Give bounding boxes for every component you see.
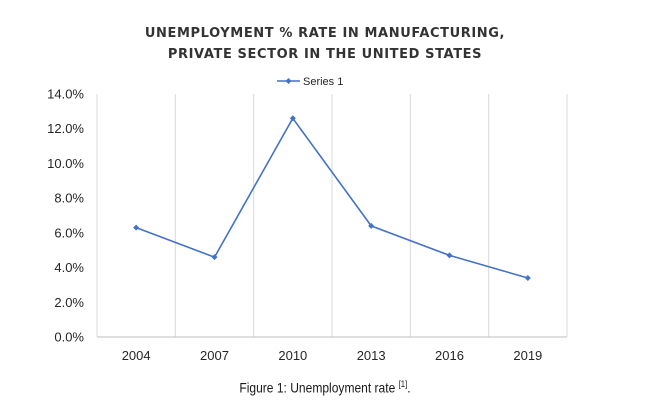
y-tick-label: 12.0% — [47, 121, 84, 136]
x-tick-label: 2016 — [435, 348, 464, 363]
chart-title-line-1: UNEMPLOYMENT % RATE IN MANUFACTURING, — [145, 26, 505, 41]
y-tick-label: 4.0% — [54, 260, 84, 275]
x-tick-labels: 2004 2007 2010 2013 2016 2019 — [122, 348, 543, 363]
data-point — [211, 254, 218, 261]
y-tick-label: 2.0% — [54, 295, 84, 310]
gridlines — [96, 94, 568, 337]
x-tick-label: 2007 — [200, 348, 229, 363]
y-tick-label: 10.0% — [47, 156, 84, 171]
legend-label: Series 1 — [303, 76, 343, 88]
y-tick-label: 0.0% — [54, 330, 84, 345]
data-point — [289, 115, 296, 122]
y-tick-label: 6.0% — [54, 225, 84, 240]
legend: Series 1 — [277, 76, 343, 88]
series — [133, 115, 531, 281]
x-tick-label: 2010 — [278, 348, 307, 363]
data-point — [368, 222, 375, 229]
data-point — [524, 274, 531, 281]
x-tick-label: 2013 — [357, 348, 386, 363]
series-line — [135, 117, 529, 279]
chart: UNEMPLOYMENT % RATE IN MANUFACTURING, PRI… — [47, 26, 568, 363]
legend-marker — [285, 78, 292, 84]
caption-end: . — [407, 379, 411, 396]
figure-caption: Figure 1: Unemployment rate [1]. — [46, 379, 605, 396]
data-point — [133, 224, 140, 231]
x-tick-label: 2019 — [513, 348, 542, 363]
y-tick-label: 14.0% — [47, 87, 84, 102]
y-tick-labels: 0.0% 2.0% 4.0% 6.0% 8.0% 10.0% 12.0% 14.0% — [47, 87, 84, 345]
caption-text: Figure 1: Unemployment rate — [239, 379, 399, 396]
caption-reference: [1] — [398, 379, 408, 389]
x-tick-label: 2004 — [122, 348, 151, 363]
chart-title-line-2: PRIVATE SECTOR IN THE UNITED STATES — [168, 47, 482, 62]
data-point — [446, 252, 453, 259]
chart-title: UNEMPLOYMENT % RATE IN MANUFACTURING, PRI… — [145, 26, 505, 62]
y-tick-label: 8.0% — [54, 191, 84, 206]
